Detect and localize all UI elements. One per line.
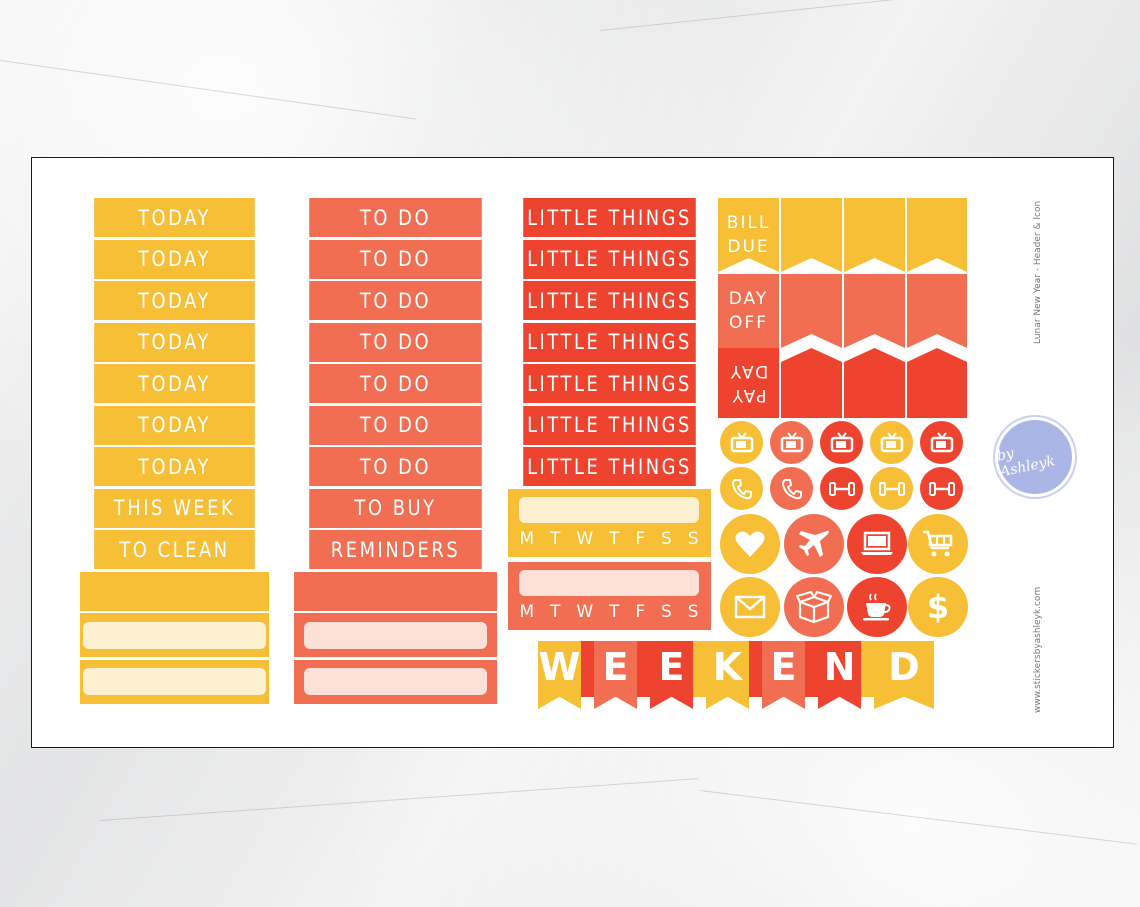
sticker-write-in[interactable] (80, 659, 269, 704)
heart-icon[interactable] (720, 514, 780, 574)
sticker-little-things[interactable]: LITTLE THINGS (523, 364, 696, 403)
marble-vein (699, 790, 1137, 845)
dollar-icon[interactable]: $ (908, 577, 968, 637)
sticker-to-do[interactable]: TO DO (309, 364, 482, 403)
sticker-to-buy[interactable]: TO BUY (309, 488, 482, 528)
sticker-to-do[interactable]: TO DO (309, 281, 482, 320)
write-in-box (519, 570, 699, 596)
banner-letter: E (594, 641, 637, 709)
dumbbell-icon[interactable] (870, 467, 913, 510)
banner-joint (581, 641, 594, 697)
phone-icon[interactable] (770, 467, 813, 510)
sticker-little-things[interactable]: LITTLE THINGS (523, 239, 696, 279)
banner-letter: W (538, 641, 581, 709)
sticker-today[interactable]: TODAY (94, 322, 255, 362)
banner-letter: E (762, 641, 805, 709)
banner-letter: E (650, 641, 693, 709)
dumbbell-icon[interactable] (920, 467, 963, 510)
sticker-today[interactable]: TODAY (94, 281, 255, 320)
sticker-to-do[interactable]: TO DO (309, 198, 482, 237)
tv-icon[interactable] (770, 421, 813, 464)
write-in-box (304, 621, 487, 649)
column-salmon: TO DO TO DO TO DO TO DO TO DO TO DO TO D… (294, 198, 497, 706)
tv-icon[interactable] (920, 421, 963, 464)
coffee-icon[interactable] (847, 577, 907, 637)
brand-logo: by Ashleyk (995, 420, 1072, 494)
marble-vein (99, 778, 699, 821)
flag-shapes (718, 348, 967, 418)
flag-row-day-off: DAY OFF (718, 274, 967, 348)
sticker-little-things[interactable]: LITTLE THINGS (523, 447, 696, 486)
bill-due-label[interactable]: BILL DUE (726, 213, 771, 257)
flag-row-bill-due: BILL DUE (718, 198, 967, 272)
svg-text:$: $ (927, 589, 949, 625)
sticker-to-do[interactable]: TO DO (309, 239, 482, 279)
website-text: www.stickersbyashleyk.com (1033, 586, 1043, 713)
sticker-blank[interactable] (294, 571, 497, 611)
sticker-today[interactable]: TODAY (94, 198, 255, 237)
sheet-title: Lunar New Year - Header & Icon (1033, 200, 1043, 344)
sticker-write-in[interactable] (80, 613, 269, 657)
tv-icon[interactable] (870, 421, 913, 464)
day-off-label[interactable]: DAY OFF (728, 289, 769, 333)
sticker-to-do[interactable]: TO DO (309, 322, 482, 362)
sticker-reminders[interactable]: REMINDERS (309, 530, 482, 569)
banner-letter: D (874, 641, 934, 709)
sticker-this-week[interactable]: THIS WEEK (94, 488, 255, 528)
sticker-to-do[interactable]: TO DO (309, 447, 482, 486)
banner-joint (805, 641, 818, 697)
box-icon[interactable] (784, 577, 844, 637)
sticker-today[interactable]: TODAY (94, 364, 255, 403)
sticker-blank[interactable] (80, 571, 269, 611)
banner-joint (861, 641, 874, 697)
cart-icon[interactable] (908, 514, 968, 574)
dumbbell-icon[interactable] (820, 467, 863, 510)
pay-day-label[interactable]: PAY DAY (728, 361, 769, 405)
marble-vein (599, 0, 1098, 31)
sticker-little-things[interactable]: LITTLE THINGS (523, 322, 696, 362)
sticker-little-things[interactable]: LITTLE THINGS (523, 198, 696, 237)
write-in-box (519, 497, 699, 523)
write-in-box (83, 621, 266, 649)
banner-letter: N (818, 641, 861, 709)
sticker-write-in[interactable] (294, 613, 497, 657)
sticker-little-things[interactable]: LITTLE THINGS (523, 281, 696, 320)
column-red: LITTLE THINGS LITTLE THINGS LITTLE THING… (508, 198, 711, 489)
flag-stickers: BILL DUE DAY OFF (718, 198, 967, 420)
flag-row-pay-day: PAY DAY (718, 348, 967, 422)
sticker-write-in[interactable] (294, 659, 497, 704)
phone-icon[interactable] (720, 467, 763, 510)
sticker-little-things[interactable]: LITTLE THINGS (523, 405, 696, 445)
sticker-today[interactable]: TODAY (94, 239, 255, 279)
banner-letter: K (706, 641, 749, 709)
sticker-today[interactable]: TODAY (94, 447, 255, 486)
flag-shapes (718, 274, 967, 348)
weekend-banner[interactable]: W E E K E N D (538, 641, 934, 709)
envelope-icon[interactable] (720, 577, 780, 637)
sticker-to-do[interactable]: TO DO (309, 405, 482, 445)
write-in-box (304, 668, 487, 695)
laptop-icon[interactable] (847, 514, 907, 574)
banner-joint (749, 641, 762, 697)
tv-icon[interactable] (820, 421, 863, 464)
airplane-icon[interactable] (784, 514, 844, 574)
sticker-today[interactable]: TODAY (94, 405, 255, 445)
column-yellow: TODAY TODAY TODAY TODAY TODAY TODAY TODA… (80, 198, 269, 706)
banner-joint (693, 641, 706, 697)
sticker-to-clean[interactable]: TO CLEAN (94, 530, 255, 569)
flag-shapes (718, 198, 967, 272)
marble-vein (0, 60, 416, 120)
sticker-sheet: TODAY TODAY TODAY TODAY TODAY TODAY TODA… (31, 157, 1114, 748)
write-in-box (83, 668, 266, 695)
banner-joint (637, 641, 650, 697)
tv-icon[interactable] (720, 421, 763, 464)
